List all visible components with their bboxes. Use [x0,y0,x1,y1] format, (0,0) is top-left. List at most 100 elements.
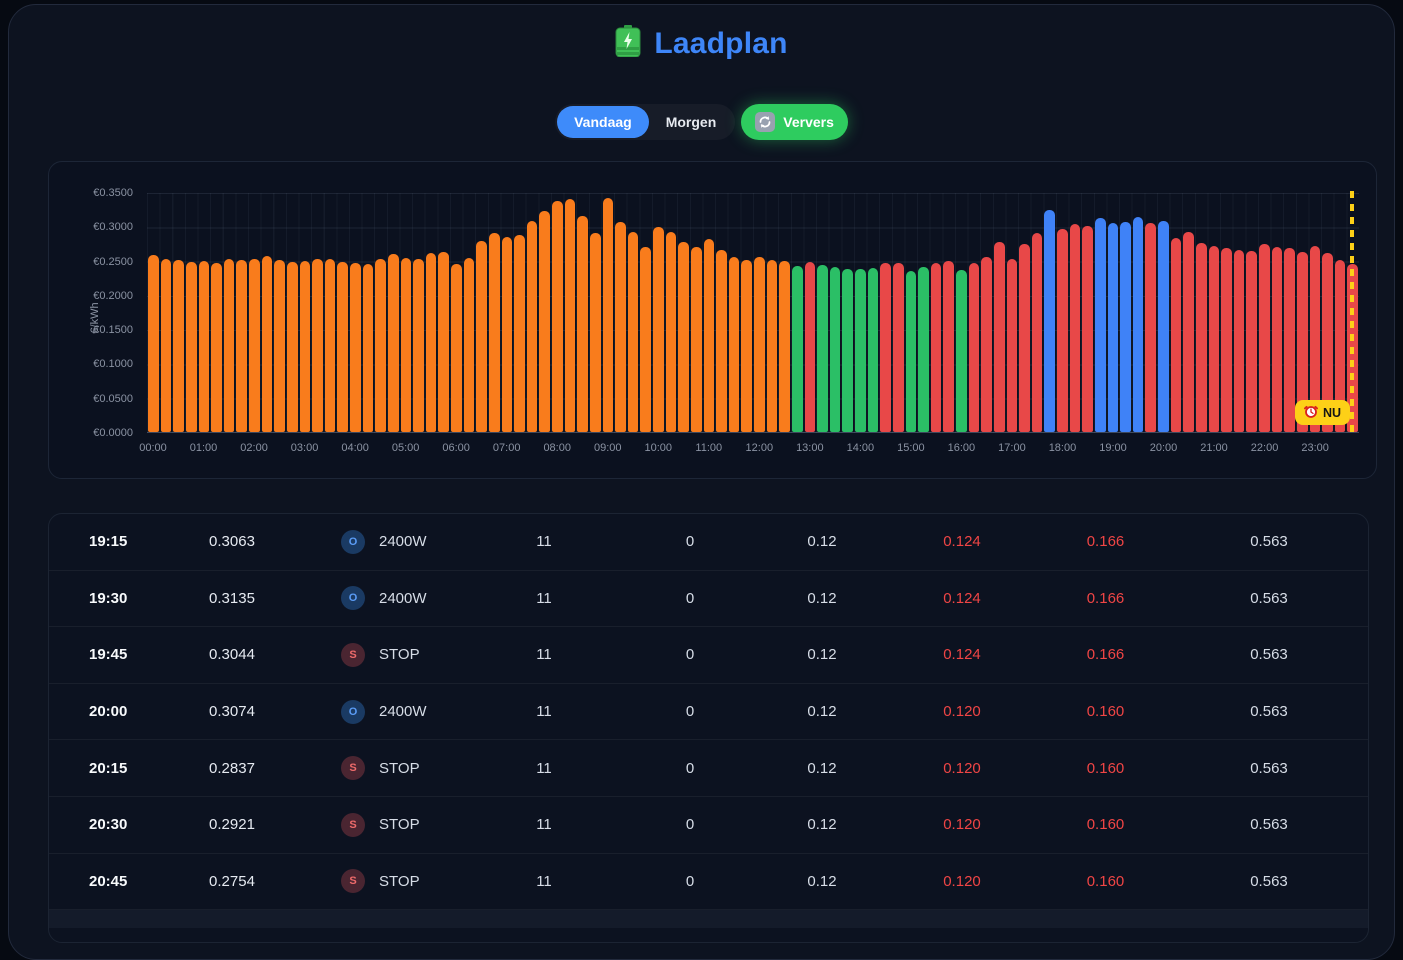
price-bar-06:00[interactable] [451,264,462,432]
price-bar-06:45[interactable] [488,232,500,432]
price-bar-02:30[interactable] [274,260,285,432]
price-bar-02:00[interactable] [249,259,260,432]
price-bar-07:30[interactable] [526,221,538,432]
price-bar-12:45[interactable] [791,266,803,432]
price-bar-17:00[interactable] [1006,259,1018,432]
price-bar-06:15[interactable] [463,258,475,432]
price-bar-17:45[interactable] [1044,210,1055,432]
price-bar-21:00[interactable] [1208,246,1220,432]
price-bar-10:15[interactable] [665,231,677,432]
price-bar-08:45[interactable] [589,233,601,432]
price-bar-09:45[interactable] [640,246,651,432]
price-bar-07:00[interactable] [501,236,513,432]
price-bar-09:15[interactable] [615,221,626,432]
price-bar-18:30[interactable] [1082,226,1093,432]
price-bar-05:45[interactable] [438,251,449,432]
price-bar-20:15[interactable] [1170,237,1182,432]
price-bar-13:30[interactable] [829,267,841,432]
price-bar-22:45[interactable] [1296,251,1308,432]
price-bar-05:15[interactable] [413,258,424,432]
price-bar-01:45[interactable] [236,260,247,432]
price-bar-10:30[interactable] [678,241,689,432]
price-bar-01:00[interactable] [198,260,210,432]
price-bar-23:30[interactable] [1334,260,1346,432]
price-bar-21:45[interactable] [1246,250,1257,432]
price-bar-04:45[interactable] [387,253,399,432]
price-bar-22:30[interactable] [1284,247,1295,432]
price-bar-09:30[interactable] [627,231,639,432]
price-bar-04:15[interactable] [362,263,374,432]
price-bar-15:00[interactable] [905,270,917,432]
price-bar-08:30[interactable] [577,215,588,432]
price-bar-13:45[interactable] [842,269,853,432]
price-bar-00:15[interactable] [160,259,172,432]
price-bar-05:00[interactable] [400,257,412,432]
price-bar-22:00[interactable] [1259,244,1270,432]
price-bar-05:30[interactable] [425,252,437,432]
price-bar-16:00[interactable] [956,270,967,432]
price-bar-00:00[interactable] [148,255,159,432]
alarm-clock-icon [1303,404,1318,421]
price-bar-03:45[interactable] [337,261,348,432]
price-bar-20:45[interactable] [1195,243,1207,432]
price-bar-14:45[interactable] [892,262,904,432]
tab-vandaag[interactable]: Vandaag [557,106,649,138]
price-bar-13:15[interactable] [817,265,828,432]
price-bar-16:15[interactable] [968,263,980,432]
price-bar-20:30[interactable] [1183,231,1194,432]
price-bar-11:00[interactable] [703,239,715,432]
price-bar-09:00[interactable] [602,197,614,432]
price-bar-19:45[interactable] [1145,223,1156,432]
price-bar-18:15[interactable] [1069,224,1081,432]
price-bar-01:15[interactable] [211,263,222,432]
price-bar-11:15[interactable] [716,249,727,432]
price-bar-22:15[interactable] [1271,246,1283,432]
price-bar-16:45[interactable] [993,241,1005,432]
refresh-button[interactable]: Ververs [741,104,848,140]
price-bar-06:30[interactable] [476,241,487,432]
price-bar-21:30[interactable] [1233,249,1245,432]
price-bar-03:30[interactable] [324,259,336,432]
price-bar-23:15[interactable] [1322,253,1333,432]
price-bar-12:30[interactable] [779,260,790,432]
price-bar-02:15[interactable] [261,255,273,432]
price-bar-19:00[interactable] [1107,223,1119,432]
price-bar-13:00[interactable] [804,261,816,432]
price-bar-21:15[interactable] [1221,248,1232,432]
price-bar-11:30[interactable] [728,256,740,432]
price-bar-01:30[interactable] [223,259,235,432]
tab-morgen[interactable]: Morgen [649,106,734,138]
price-bar-07:15[interactable] [514,235,525,432]
price-bar-15:45[interactable] [943,260,954,432]
price-bar-12:15[interactable] [766,260,778,432]
price-bar-08:00[interactable] [552,200,563,432]
price-bar-02:45[interactable] [286,261,298,432]
price-bar-04:00[interactable] [350,262,361,432]
price-bar-03:00[interactable] [299,260,311,432]
price-bar-08:15[interactable] [564,199,576,432]
price-bar-03:15[interactable] [312,259,323,432]
table-row-20:30: 20:30 0.2921 S STOP 11 0 0.12 0.120 0.160 0.563 [49,797,1368,854]
price-bar-17:30[interactable] [1031,232,1043,432]
price-bar-00:45[interactable] [185,261,197,432]
price-bar-19:15[interactable] [1120,222,1131,432]
price-bar-16:30[interactable] [981,256,992,432]
price-bar-18:45[interactable] [1094,218,1106,432]
price-bar-15:30[interactable] [930,262,942,432]
price-bar-04:30[interactable] [375,258,386,432]
price-bar-00:30[interactable] [173,260,184,432]
price-bar-10:00[interactable] [653,227,664,432]
price-bar-14:15[interactable] [867,267,879,432]
price-bar-11:45[interactable] [741,259,752,432]
price-bar-15:15[interactable] [918,266,929,432]
price-bar-07:45[interactable] [539,210,550,432]
price-bar-19:30[interactable] [1132,217,1144,432]
price-bar-14:30[interactable] [880,263,891,432]
price-bar-14:00[interactable] [855,269,866,432]
price-bar-20:00[interactable] [1158,221,1169,432]
price-bar-10:45[interactable] [690,246,702,432]
price-bar-23:00[interactable] [1309,246,1321,432]
price-bar-18:00[interactable] [1057,229,1068,432]
price-bar-12:00[interactable] [754,256,765,432]
price-bar-17:15[interactable] [1019,244,1030,432]
